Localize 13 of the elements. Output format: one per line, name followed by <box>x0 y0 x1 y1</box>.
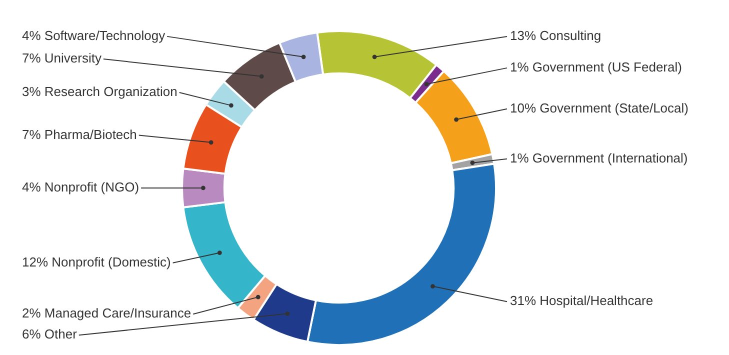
slice-label: 4% Software/Technology <box>22 28 166 44</box>
slice-label: 1% Government (US Federal) <box>510 60 682 75</box>
slice-label: 13% Consulting <box>510 28 602 44</box>
slice-label: 10% Government (State/Local) <box>510 100 688 116</box>
slice-label: 12% Nonprofit (Domestic) <box>22 254 171 270</box>
slice-label: 7% Pharma/Biotech <box>22 126 137 142</box>
slice-label: 2% Managed Care/Insurance <box>22 306 192 321</box>
slice-label: 1% Government (International) <box>510 150 688 166</box>
slice-label: 3% Research Organization <box>22 84 178 100</box>
slice-label: 6% Other <box>22 326 78 342</box>
slice-label: 4% Nonprofit (NGO) <box>22 180 140 195</box>
slice-label: 7% University <box>22 50 102 66</box>
slice-label: 31% Hospital/Healthcare <box>510 293 654 308</box>
